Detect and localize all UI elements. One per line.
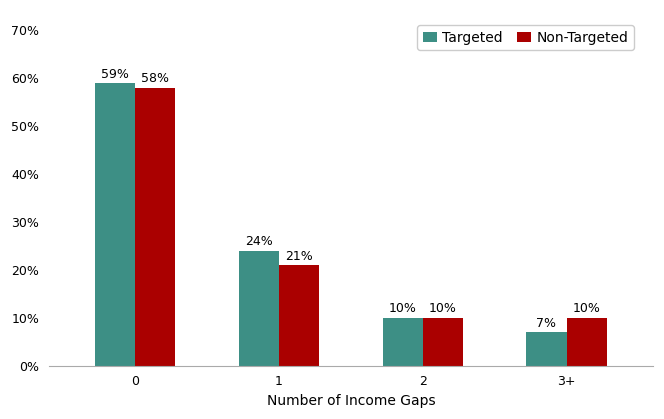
Bar — [382, 318, 423, 366]
Bar — [135, 88, 175, 366]
X-axis label: Number of Income Gaps: Number of Income Gaps — [266, 394, 435, 408]
Text: 24%: 24% — [245, 235, 273, 248]
Text: 10%: 10% — [388, 303, 416, 316]
Bar — [527, 332, 566, 366]
Bar — [238, 251, 279, 366]
Text: 7%: 7% — [537, 317, 556, 330]
Bar — [279, 265, 319, 366]
Legend: Targeted, Non-Targeted: Targeted, Non-Targeted — [418, 25, 634, 50]
Text: 58%: 58% — [141, 72, 169, 85]
Bar — [566, 318, 607, 366]
Text: 10%: 10% — [429, 303, 457, 316]
Bar — [95, 83, 135, 366]
Text: 21%: 21% — [286, 250, 313, 263]
Bar — [423, 318, 463, 366]
Text: 10%: 10% — [573, 303, 601, 316]
Text: 59%: 59% — [101, 67, 129, 80]
